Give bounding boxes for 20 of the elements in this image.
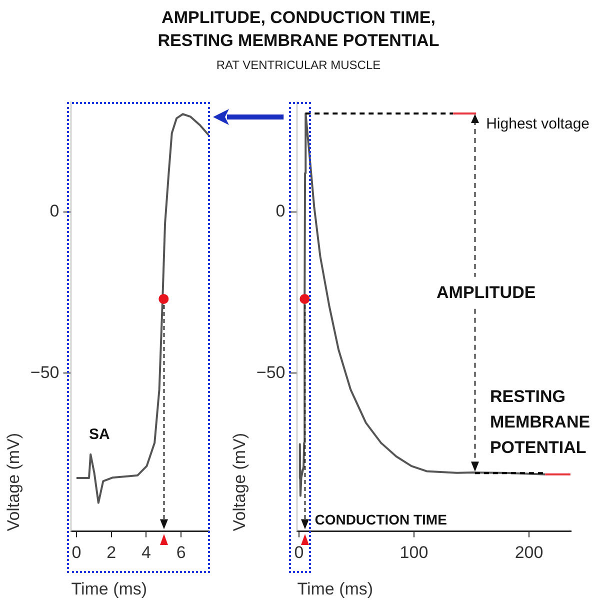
chart-title: AMPLITUDE, CONDUCTION TIME, RESTING MEMBRANE POTENTIAL: [156, 7, 440, 52]
x-tick-label: 0: [294, 543, 304, 562]
y-tick-label: −50: [256, 362, 286, 382]
annotation: AMPLITUDE: [436, 283, 536, 302]
annotation: SA: [88, 426, 110, 443]
annotation: RESTING MEMBRANE POTENTIAL: [490, 386, 590, 457]
y-tick-label: −50: [30, 362, 60, 382]
chart-subtitle: RAT VENTRICULAR MUSCLE: [215, 58, 382, 72]
x-tick-label: 2: [106, 543, 116, 562]
x-tick-label: 100: [400, 543, 428, 562]
x-axis-title: Time (ms): [71, 579, 148, 598]
x-tick-label: 200: [514, 543, 544, 562]
annotation: Highest voltage: [486, 116, 590, 133]
x-axis-title: Time (ms): [297, 579, 374, 598]
x-tick-label: 6: [176, 543, 186, 562]
y-axis-title: Voltage (mV): [230, 432, 249, 532]
y-axis-title: Voltage (mV): [4, 432, 23, 532]
annotation: CONDUCTION TIME: [314, 512, 447, 528]
x-tick-label: 0: [72, 543, 82, 562]
x-tick-label: 4: [141, 543, 151, 562]
